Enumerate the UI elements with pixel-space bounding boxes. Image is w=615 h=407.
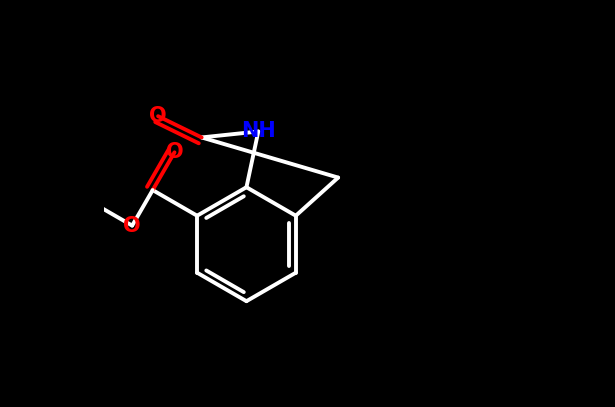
Text: O: O [124,216,141,236]
Text: NH: NH [241,121,276,142]
Text: O: O [165,142,183,162]
Text: O: O [149,106,167,126]
